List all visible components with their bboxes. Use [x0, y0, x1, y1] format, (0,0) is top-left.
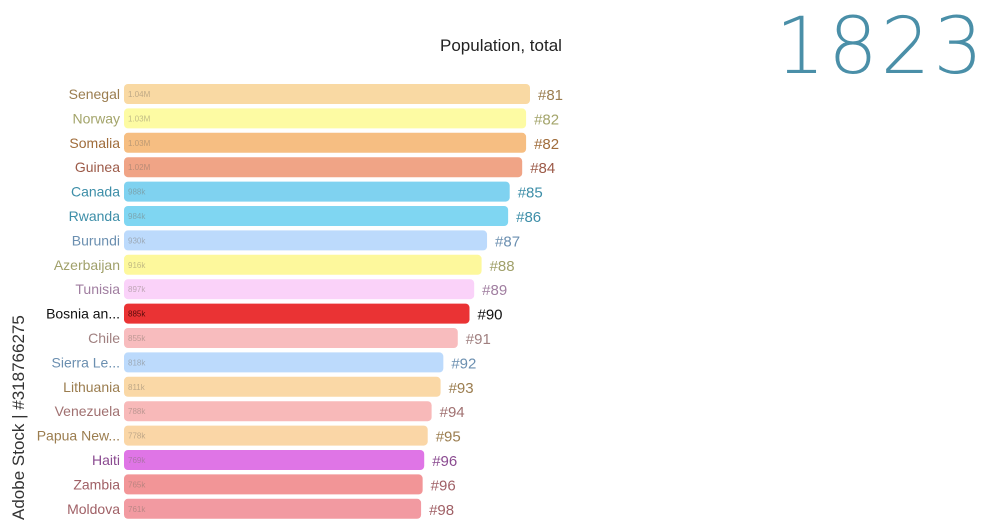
value-label: 1.03M [128, 114, 151, 123]
bar-row: Bosnia an... 885k #90 [46, 303, 503, 324]
bar [124, 132, 527, 153]
bar [124, 352, 444, 373]
bar-row: Azerbaijan 916k #88 [54, 254, 515, 275]
category-label: Papua New... [37, 428, 120, 444]
bar-row: Canada 988k #85 [71, 181, 543, 202]
category-label: Somalia [69, 135, 120, 151]
value-label: 984k [128, 212, 146, 221]
rank-label: #91 [466, 331, 491, 348]
category-label: Chile [88, 330, 120, 346]
bar [124, 181, 510, 202]
value-label: 897k [128, 285, 146, 294]
value-label: 1.04M [128, 90, 151, 99]
value-label: 788k [128, 407, 146, 416]
chart-title: Population, total [440, 36, 562, 55]
category-label: Bosnia an... [46, 306, 120, 322]
value-label: 988k [128, 188, 146, 197]
rank-label: #87 [495, 233, 520, 250]
bar [124, 279, 475, 300]
bar [124, 108, 527, 129]
value-label: 765k [128, 480, 146, 489]
bar [124, 498, 422, 519]
bar-row: Zambia 765k #96 [73, 474, 456, 495]
category-label: Azerbaijan [54, 257, 120, 273]
bar [124, 450, 425, 470]
category-label: Lithuania [63, 379, 120, 395]
bar-row: Senegal 1.04M #81 [69, 84, 563, 104]
bar-row: Burundi 930k #87 [72, 230, 520, 251]
rank-label: #93 [449, 380, 474, 397]
bar [124, 474, 423, 495]
bar [124, 376, 441, 397]
category-label: Senegal [69, 86, 120, 102]
category-label: Zambia [73, 476, 120, 492]
category-label: Rwanda [69, 208, 121, 224]
rank-label: #98 [429, 502, 454, 519]
value-label: 769k [128, 456, 146, 465]
bar-row: Tunisia 897k #89 [75, 279, 507, 300]
rank-label: #92 [451, 355, 476, 372]
bar [124, 84, 530, 104]
value-label: 855k [128, 334, 146, 343]
bar-row: Sierra Le... 818k #92 [52, 352, 476, 373]
value-label: 916k [128, 261, 146, 270]
bar [124, 254, 482, 275]
bar [124, 230, 488, 251]
rank-label: #81 [538, 87, 563, 104]
value-label: 930k [128, 236, 146, 245]
bar [124, 425, 428, 446]
bar-row: Chile 855k #91 [88, 328, 491, 348]
rank-label: #85 [518, 185, 543, 202]
rank-label: #82 [534, 111, 559, 128]
category-label: Guinea [75, 159, 120, 175]
bar [124, 303, 470, 324]
value-label: 885k [128, 310, 146, 319]
value-label: 761k [128, 505, 146, 514]
bar-row: Somalia 1.03M #82 [69, 132, 559, 153]
bar-row: Lithuania 811k #93 [63, 376, 474, 397]
rank-label: #96 [432, 453, 457, 470]
category-label: Burundi [72, 232, 120, 248]
bar-row: Papua New... 778k #95 [37, 425, 461, 446]
category-label: Venezuela [55, 403, 121, 419]
category-label: Haiti [92, 452, 120, 468]
rank-label: #82 [534, 136, 559, 153]
rank-label: #95 [436, 429, 461, 446]
bar [124, 206, 509, 226]
category-label: Moldova [67, 501, 120, 517]
category-label: Tunisia [75, 281, 120, 297]
bar [124, 157, 523, 178]
rank-label: #90 [477, 307, 502, 324]
bar-row: Moldova 761k #98 [67, 498, 454, 519]
value-label: 1.03M [128, 139, 151, 148]
bar [124, 401, 432, 422]
year-indicator: 1823 [775, 2, 986, 92]
rank-label: #89 [482, 282, 507, 299]
category-label: Canada [71, 184, 120, 200]
value-label: 778k [128, 432, 146, 441]
category-label: Norway [73, 110, 120, 126]
value-label: 811k [128, 383, 146, 392]
bar [124, 328, 458, 348]
bar-row: Venezuela 788k #94 [55, 401, 465, 422]
bar-row: Norway 1.03M #82 [73, 108, 559, 129]
value-label: 818k [128, 358, 146, 367]
rank-label: #94 [440, 404, 465, 421]
rank-label: #88 [490, 258, 515, 275]
rank-label: #84 [530, 160, 555, 177]
rank-label: #86 [516, 209, 541, 226]
rank-label: #96 [431, 477, 456, 494]
category-label: Sierra Le... [52, 354, 120, 370]
bar-row: Guinea 1.02M #84 [75, 157, 555, 178]
bar-row: Haiti 769k #96 [92, 450, 457, 470]
bar-row: Rwanda 984k #86 [69, 206, 541, 226]
value-label: 1.02M [128, 163, 151, 172]
